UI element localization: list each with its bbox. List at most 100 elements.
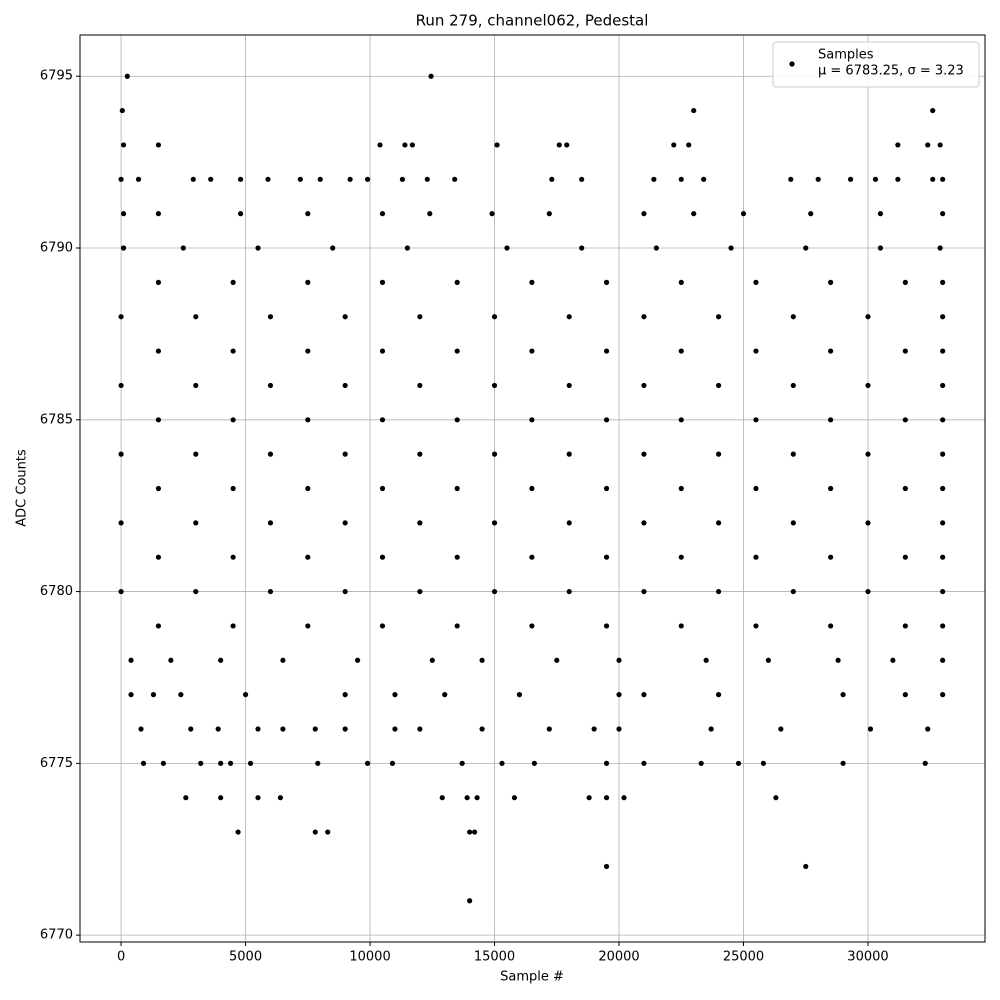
data-point	[529, 348, 535, 354]
data-point	[312, 829, 318, 835]
data-point	[865, 588, 871, 595]
data-point	[305, 417, 311, 423]
data-point	[118, 382, 124, 389]
legend-marker	[789, 61, 795, 67]
data-point	[389, 760, 396, 766]
data-point	[379, 211, 386, 217]
data-point	[417, 520, 423, 526]
data-point	[379, 485, 386, 492]
data-point	[428, 73, 434, 79]
data-point	[529, 417, 535, 423]
data-point	[701, 176, 707, 182]
data-point	[377, 142, 383, 148]
data-point	[230, 417, 236, 423]
x-tick-label: 5000	[229, 950, 262, 965]
data-point	[230, 348, 236, 354]
data-point	[255, 795, 261, 801]
data-point	[150, 692, 157, 698]
data-point	[479, 726, 485, 732]
data-point	[342, 692, 348, 698]
data-point	[716, 314, 722, 320]
data-point	[803, 245, 809, 251]
data-point	[653, 245, 659, 251]
data-point	[305, 279, 311, 285]
x-tick-label: 0	[117, 950, 125, 965]
data-point	[930, 176, 936, 182]
data-point	[474, 795, 480, 801]
data-point	[119, 107, 125, 114]
data-point	[778, 726, 784, 732]
data-point	[865, 314, 871, 320]
chart-title: Run 279, channel062, Pedestal	[416, 12, 649, 30]
data-point	[218, 657, 224, 663]
data-point	[808, 211, 814, 217]
data-point	[603, 279, 610, 285]
data-point	[168, 657, 174, 663]
data-point	[603, 348, 610, 354]
data-point	[379, 623, 386, 629]
data-point	[265, 176, 271, 182]
data-point	[417, 451, 423, 457]
data-point	[940, 314, 946, 320]
data-point	[531, 760, 537, 766]
data-point	[708, 726, 714, 732]
x-tick-label: 15000	[474, 950, 515, 965]
data-point	[641, 451, 647, 457]
data-point	[735, 760, 742, 766]
data-point	[641, 588, 647, 595]
data-point	[603, 623, 610, 629]
data-point	[178, 692, 184, 698]
data-point	[549, 176, 555, 182]
data-point	[392, 692, 398, 698]
data-point	[828, 417, 834, 423]
data-point	[228, 760, 234, 766]
data-point	[267, 520, 274, 526]
data-point	[402, 142, 408, 148]
data-point	[155, 623, 162, 629]
data-point	[865, 520, 871, 526]
data-point	[940, 382, 946, 389]
data-point	[399, 176, 406, 182]
data-point	[815, 176, 821, 182]
data-point	[235, 829, 241, 835]
data-point	[790, 451, 796, 457]
data-point	[255, 245, 261, 251]
data-point	[208, 176, 214, 182]
data-point	[118, 588, 124, 595]
data-point	[280, 726, 286, 732]
data-point	[872, 176, 879, 182]
data-point	[120, 142, 127, 148]
data-point	[546, 726, 552, 732]
data-point	[753, 348, 759, 354]
data-point	[895, 176, 901, 182]
data-point	[342, 451, 348, 457]
data-point	[230, 279, 236, 285]
data-point	[529, 623, 535, 629]
data-point	[865, 382, 871, 389]
data-point	[603, 485, 610, 492]
data-point	[118, 314, 124, 320]
data-point	[922, 760, 928, 766]
data-point	[591, 726, 597, 732]
data-point	[790, 382, 796, 389]
legend-box	[772, 41, 980, 88]
data-point	[452, 176, 458, 182]
data-point	[342, 314, 348, 320]
data-point	[753, 279, 759, 285]
data-point	[566, 588, 572, 595]
data-point	[454, 623, 460, 629]
data-point	[529, 279, 535, 285]
data-point	[193, 588, 199, 595]
data-point	[417, 726, 423, 732]
data-point	[895, 142, 901, 148]
data-point	[459, 760, 465, 766]
data-point	[489, 211, 495, 217]
data-point	[691, 107, 697, 114]
data-point	[180, 245, 186, 251]
data-point	[940, 623, 946, 629]
data-point	[120, 211, 127, 217]
data-point	[940, 485, 946, 492]
data-point	[155, 417, 162, 423]
x-tick-label: 20000	[598, 950, 639, 965]
data-point	[280, 657, 286, 663]
